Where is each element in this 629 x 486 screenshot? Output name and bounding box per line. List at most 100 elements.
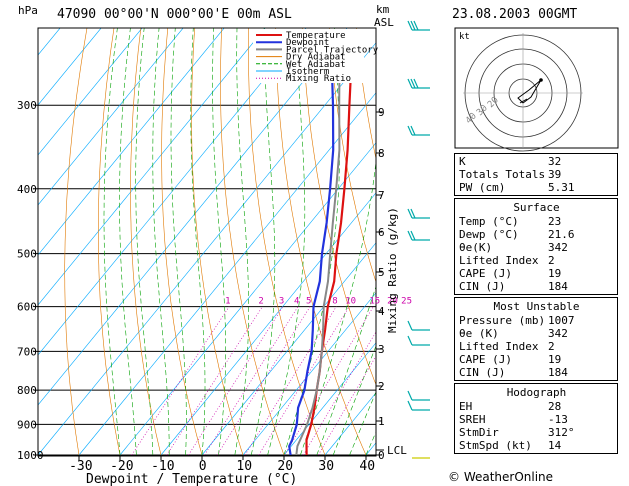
mixing-ratio-label: 5: [306, 297, 311, 307]
row-value: 39: [548, 168, 562, 181]
km-tick-label: 1: [378, 415, 385, 428]
plot-frame: [37, 27, 377, 457]
pressure-tick-label: 700: [17, 345, 37, 358]
row-value: -13: [548, 413, 568, 426]
isotherm-line: [38, 28, 102, 106]
row-value: 184: [548, 280, 568, 293]
lcl-label: LCL: [387, 444, 407, 457]
row-label: CIN (J): [459, 280, 506, 293]
panel-row: StmDir 312°: [459, 426, 614, 439]
dry-adiabat-line: [248, 28, 326, 456]
row-value: 21.6: [548, 228, 575, 241]
temperature-tick-label: 10: [236, 459, 252, 474]
dry-adiabat-line: [98, 28, 121, 456]
mixing-ratio-label: 8: [332, 297, 337, 307]
legend-label: Dry Adiabat: [286, 53, 346, 63]
isotherm-line: [38, 42, 376, 456]
row-label: Totals Totals: [459, 168, 546, 181]
dry-adiabat-line: [302, 28, 376, 386]
mixing-ratio-line: [188, 306, 284, 456]
row-label: Dewp (°C): [459, 228, 519, 241]
wind-barb-flag: [407, 320, 413, 331]
mixing-ratio-label: 1: [225, 297, 230, 307]
wind-barb-flag: [413, 78, 419, 89]
temperature-line: [305, 52, 353, 456]
row-value: 2: [548, 340, 555, 353]
row-value: 23: [548, 215, 562, 228]
panel-row: K 32: [459, 155, 614, 168]
asl-label: ASL: [374, 16, 394, 29]
km-tick-label: 9: [378, 106, 385, 119]
panel-row: Totals Totals 39: [459, 168, 614, 181]
row-value: 28: [548, 400, 562, 413]
panel-row: θe (K) 342: [459, 327, 614, 340]
dry-adiabat-line: [64, 28, 88, 456]
pressure-tick-label: 500: [17, 248, 37, 261]
row-value: 19: [548, 353, 562, 366]
row-label: Pressure (mb): [459, 314, 546, 327]
km-tick-label: 4: [378, 305, 385, 318]
isotherm-line: [160, 192, 376, 456]
wet-adiabat-line: [152, 28, 170, 455]
km-label: km: [376, 3, 390, 16]
mixing-ratio-line: [244, 306, 337, 456]
legend-background: [253, 29, 364, 83]
panel-row: CAPE (J) 19: [459, 267, 614, 280]
wet-adiabat-line: [316, 285, 376, 456]
most-unstable-box: Most Unstable Pressure (mb) 1007 θe (K) 342…: [454, 297, 618, 381]
dry-adiabat-line: [161, 28, 203, 456]
wind-barb-flag: [410, 125, 416, 136]
wind-barb-flag: [407, 20, 413, 31]
legend-label: Isotherm: [286, 67, 329, 77]
isotherm-line: [242, 292, 376, 456]
dry-adiabat-line: [220, 28, 285, 456]
mixing-ratio-line: [284, 306, 374, 456]
hodograph-trace: [517, 79, 542, 104]
km-tick-label: 8: [378, 147, 385, 160]
isotherm-line: [38, 28, 348, 406]
wind-barb-flag: [410, 208, 416, 219]
panel-row: Temp (°C) 23: [459, 215, 614, 228]
panel-row: CIN (J) 184: [459, 366, 614, 379]
row-value: 342: [548, 327, 568, 340]
legend-label: Temperature: [286, 31, 346, 41]
mixing-ratio-label: 3: [279, 297, 284, 307]
temperature-tick-label: -30: [69, 459, 92, 474]
km-tick-label: 2: [378, 380, 385, 393]
dewpoint-line: [288, 52, 335, 456]
legend-label: Mixing Ratio: [286, 74, 351, 84]
mixing-ratio-label: 15: [369, 297, 380, 307]
isotherm-line: [38, 28, 143, 156]
isotherm-line: [38, 28, 225, 256]
row-label: CAPE (J): [459, 267, 512, 280]
wind-barb-flag: [410, 230, 416, 241]
wind-barb-flag: [407, 208, 413, 219]
pressure-tick-label: 300: [17, 99, 37, 112]
mixing-ratio-label: 2: [258, 297, 263, 307]
isotherm-line: [38, 28, 307, 356]
hodograph-storm-motion: [519, 98, 528, 104]
row-value: 2: [548, 254, 555, 267]
row-label: θe (K): [459, 327, 499, 340]
pressure-tick-label: 600: [17, 301, 37, 314]
station-title: 47090 00°00'N 000°00'E 00m ASL: [57, 7, 292, 22]
row-label: CIN (J): [459, 366, 506, 379]
panel-row: Dewp (°C) 21.6: [459, 228, 614, 241]
km-tick-label: 6: [378, 226, 385, 239]
hodograph-box: Hodograph EH 28 SREH -13 StmDir 312° StmSpd (k…: [454, 383, 618, 454]
row-label: StmSpd (kt): [459, 439, 532, 452]
isotherm-line: [201, 242, 376, 456]
mixing-ratio-label: 20: [387, 297, 398, 307]
mixing-ratio-label: 10: [345, 297, 356, 307]
row-label: Temp (°C): [459, 215, 519, 228]
dry-adiabat-line: [275, 28, 367, 456]
legend-label: Dewpoint: [286, 38, 329, 48]
wind-barb-flag: [407, 390, 413, 401]
row-label: Lifted Index: [459, 254, 539, 267]
wet-adiabat-line: [135, 28, 154, 455]
indices-panel: K 32 Totals Totals 39 PW (cm) 5.31 Surface Te…: [454, 153, 618, 456]
wet-adiabat-line: [119, 28, 137, 456]
panel-row: Pressure (mb) 1007: [459, 314, 614, 327]
surface-title: Surface: [513, 201, 560, 214]
